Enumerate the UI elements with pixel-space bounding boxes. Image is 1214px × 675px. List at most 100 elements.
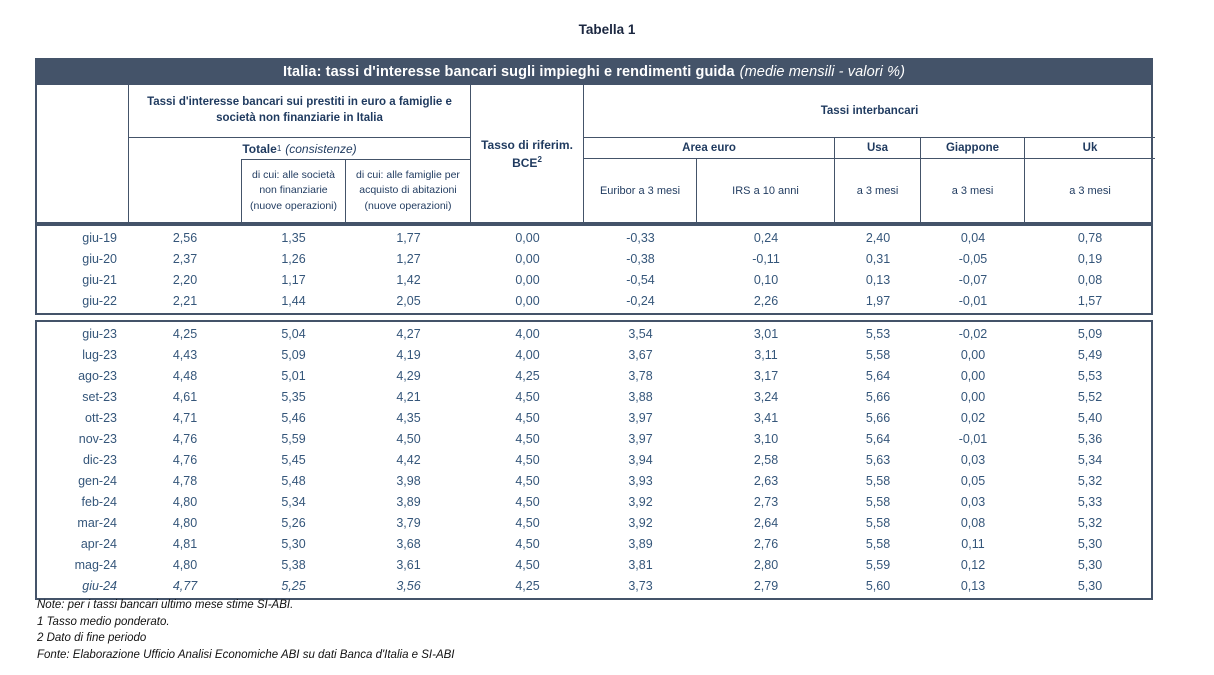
footnote-ref-2: 2 — [537, 154, 542, 164]
value-cell: -0,33 — [626, 230, 655, 245]
header-interbank-group: Tassi interbancari — [584, 85, 1155, 138]
value-cell: 4,35 — [396, 410, 421, 425]
value-cell: 5,26 — [281, 515, 306, 530]
value-cell: 5,38 — [281, 557, 306, 572]
table-row: set-23 4,61 5,35 4,21 4,50 3,88 3,24 5,66 0,00 5,… — [37, 386, 1151, 407]
table-row: giu-19 2,56 1,35 1,77 0,00 -0,33 0,24 2,40 0,04 0… — [37, 227, 1151, 248]
value-cell: 4,80 — [172, 557, 198, 572]
value-cell: 3,79 — [396, 515, 421, 530]
table-row: giu-22 2,21 1,44 2,05 0,00 -0,24 2,26 1,97 -0,01… — [37, 290, 1151, 311]
value-cell: -0,01 — [958, 431, 988, 446]
value-cell: 4,81 — [172, 536, 198, 551]
value-cell: 5,30 — [1077, 557, 1103, 572]
value-cell: 3,56 — [396, 578, 421, 593]
table-row: dic-23 4,76 5,45 4,42 4,50 3,94 2,58 5,63 0,03 5,… — [37, 449, 1151, 470]
value-cell: 1,97 — [865, 293, 891, 308]
table-row: giu-23 4,25 5,04 4,27 4,00 3,54 3,01 5,53 -0,02 5… — [37, 323, 1151, 344]
value-cell: 0,13 — [960, 578, 986, 593]
header-bce-line2: BCE — [512, 155, 538, 170]
value-cell: 0,00 — [515, 251, 540, 266]
value-cell: 5,35 — [281, 389, 306, 404]
value-cell: 5,58 — [865, 473, 891, 488]
value-cell: 2,76 — [753, 536, 779, 551]
header-irs: IRS a 10 anni — [697, 159, 835, 222]
table-row: nov-23 4,76 5,59 4,50 4,50 3,97 3,10 5,64 -0,01 5… — [37, 428, 1151, 449]
value-cell: 5,49 — [1077, 347, 1103, 362]
value-cell: 5,66 — [865, 389, 891, 404]
value-cell: 3,97 — [628, 410, 653, 425]
value-cell: 3,93 — [628, 473, 653, 488]
note-line: 2 Dato di fine periodo — [37, 632, 147, 644]
value-cell: 0,19 — [1077, 251, 1103, 266]
value-cell: 0,04 — [960, 230, 986, 245]
value-cell: 4,50 — [515, 536, 540, 551]
value-cell: 5,04 — [281, 326, 306, 341]
value-cell: 3,54 — [628, 326, 653, 341]
value-cell: 4,27 — [396, 326, 421, 341]
value-cell: 5,64 — [865, 431, 891, 446]
value-cell: 4,80 — [172, 515, 198, 530]
header-bce: Tasso di riferim. BCE2 — [471, 85, 584, 222]
header-usa: Usa — [835, 138, 921, 159]
value-cell: 2,20 — [172, 272, 198, 287]
value-cell: 4,50 — [515, 494, 540, 509]
value-cell: 3,41 — [753, 410, 779, 425]
value-cell: 0,00 — [960, 368, 986, 383]
note-line: 1 Tasso medio ponderato. — [37, 615, 170, 628]
value-cell: 5,48 — [281, 473, 306, 488]
value-cell: 3,67 — [628, 347, 653, 362]
value-cell: 2,37 — [172, 251, 198, 266]
value-cell: 2,80 — [753, 557, 779, 572]
rates-table: Italia: tassi d'interesse bancari sugli … — [35, 58, 1155, 600]
note-line: Note: per i tassi bancari ultimo mese st… — [37, 599, 294, 611]
value-cell: 0,10 — [753, 272, 779, 287]
value-cell: 3,97 — [628, 431, 653, 446]
value-cell: 5,25 — [281, 578, 306, 593]
header-loans-group: Tassi d'interesse bancari sui prestiti i… — [129, 85, 471, 138]
value-cell: 3,92 — [628, 515, 653, 530]
header-totale: Totale 1 (consistenze) — [129, 138, 471, 159]
value-cell: 5,30 — [1077, 536, 1103, 551]
table-row: giu-20 2,37 1,26 1,27 0,00 -0,38 -0,11 0,31 -0,0… — [37, 248, 1151, 269]
value-cell: 0,13 — [865, 272, 891, 287]
table-row: giu-24 4,77 5,25 3,56 4,25 3,73 2,79 5,60 0,13 5,… — [37, 575, 1151, 596]
header-uk: Uk — [1025, 138, 1155, 159]
value-cell: 0,00 — [515, 230, 540, 245]
row-label: giu-22 — [82, 293, 117, 308]
table-row: ago-23 4,48 5,01 4,29 4,25 3,78 3,17 5,64 0,00 5,… — [37, 365, 1151, 386]
value-cell: 3,89 — [396, 494, 421, 509]
value-cell: 5,66 — [865, 410, 891, 425]
table-row: mar-24 4,80 5,26 3,79 4,50 3,92 2,64 5,58 0,08 5,… — [37, 512, 1151, 533]
header-bce-line1: Tasso di riferim. — [481, 137, 573, 152]
table-row: lug-23 4,43 5,09 4,19 4,00 3,67 3,11 5,58 0,00 5,… — [37, 344, 1151, 365]
value-cell: 5,58 — [865, 536, 891, 551]
value-cell: 5,59 — [281, 431, 306, 446]
value-cell: 4,78 — [172, 473, 198, 488]
value-cell: 4,42 — [396, 452, 421, 467]
value-cell: 3,98 — [396, 473, 421, 488]
row-label: dic-23 — [82, 452, 117, 467]
value-cell: 2,63 — [753, 473, 779, 488]
row-label: giu-21 — [82, 272, 117, 287]
value-cell: 2,05 — [396, 293, 421, 308]
value-cell: 1,17 — [281, 272, 306, 287]
value-cell: 4,50 — [515, 410, 540, 425]
header-uk-3mesi: a 3 mesi — [1069, 184, 1111, 197]
value-cell: 4,77 — [172, 578, 198, 593]
value-cell: 5,30 — [281, 536, 306, 551]
row-label: mar-24 — [77, 515, 117, 530]
value-cell: 1,27 — [396, 251, 421, 266]
value-cell: 5,36 — [1077, 431, 1103, 446]
value-cell: 2,26 — [753, 293, 779, 308]
value-cell: 5,40 — [1077, 410, 1103, 425]
table-title-bar: Italia: tassi d'interesse bancari sugli … — [35, 58, 1153, 85]
value-cell: 4,50 — [515, 389, 540, 404]
value-cell: 4,50 — [515, 452, 540, 467]
value-cell: -0,02 — [958, 326, 988, 341]
row-label: ott-23 — [85, 410, 117, 425]
value-cell: 1,57 — [1077, 293, 1103, 308]
value-cell: 5,32 — [1077, 473, 1103, 488]
header-subcol-societa: di cui: alle società non finanziarie (nu… — [241, 159, 346, 222]
header-usa-3mesi: a 3 mesi — [835, 159, 921, 222]
table-row: mag-24 4,80 5,38 3,61 4,50 3,81 2,80 5,59 0,12 5,… — [37, 554, 1151, 575]
